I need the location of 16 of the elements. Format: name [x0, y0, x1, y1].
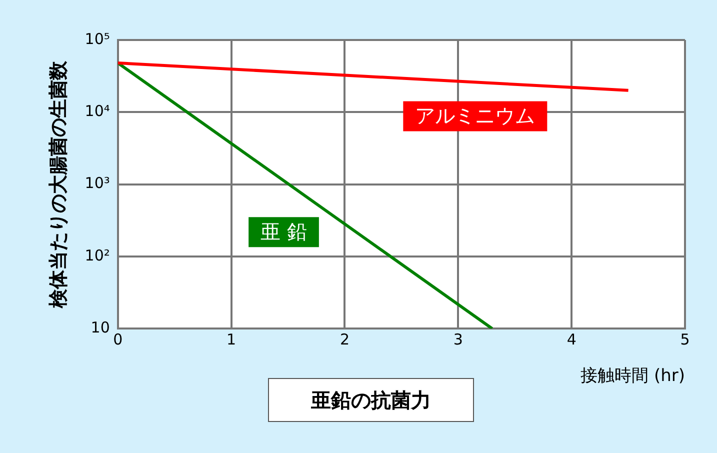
series-label: アルミニウム: [415, 103, 536, 128]
y-axis-title: 検体当たりの大腸菌の生菌数: [47, 60, 70, 309]
y-tick-label: 10: [90, 318, 110, 336]
x-tick-label: 3: [453, 330, 463, 348]
x-tick-label: 2: [340, 330, 350, 348]
y-tick-label: 10³: [84, 174, 110, 192]
text: 亜鉛の抗菌力: [268, 378, 474, 422]
x-tick-label: 0: [113, 330, 123, 348]
y-tick-label: 10⁵: [84, 30, 110, 48]
x-tick-label: 5: [680, 330, 690, 348]
x-axis-title: 接触時間 (hr): [580, 366, 685, 386]
x-tick-label: 1: [226, 330, 236, 348]
series-label: 亜 鉛: [260, 219, 307, 244]
y-tick-label: 10²: [84, 246, 110, 264]
y-tick-label: 10⁴: [84, 102, 110, 120]
x-tick-label: 4: [566, 330, 576, 348]
